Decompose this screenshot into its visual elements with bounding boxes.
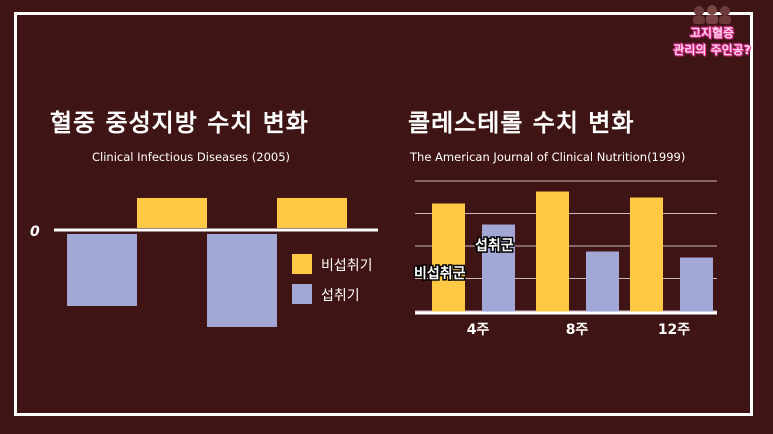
badge-line-2: 관리의 주인공? [673, 43, 751, 57]
content-frame [14, 12, 753, 416]
right-chart-subtitle: The American Journal of Clinical Nutriti… [410, 150, 686, 164]
people-icon [693, 5, 731, 24]
right-chart-title: 콜레스테롤 수치 변화 [408, 109, 635, 137]
left-chart-subtitle: Clinical Infectious Diseases (2005) [92, 150, 291, 164]
left-chart-title: 혈중 중성지방 수치 변화 [50, 109, 309, 137]
badge-line-1: 고지혈증 [689, 26, 735, 40]
channel-badge: 고지혈증 관리의 주인공? [657, 2, 767, 62]
